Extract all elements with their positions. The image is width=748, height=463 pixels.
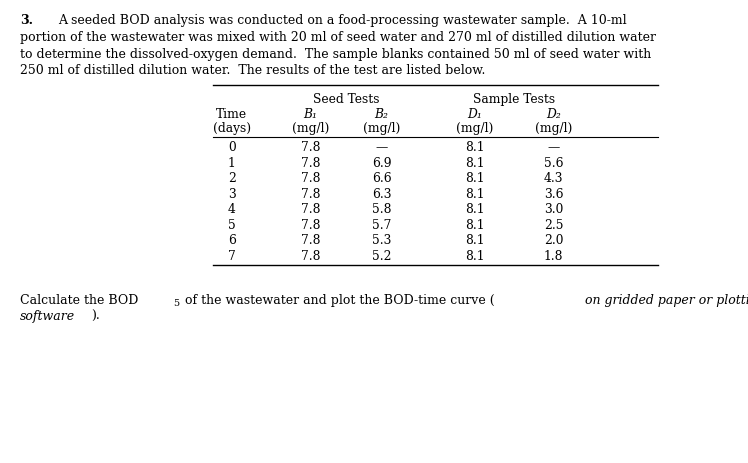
Text: 5.7: 5.7 xyxy=(372,218,391,231)
Text: (mg/l): (mg/l) xyxy=(292,121,329,134)
Text: 8.1: 8.1 xyxy=(465,234,485,247)
Text: 0: 0 xyxy=(228,141,236,154)
Text: 6.6: 6.6 xyxy=(372,172,391,185)
Text: 3.6: 3.6 xyxy=(544,187,563,200)
Text: (mg/l): (mg/l) xyxy=(535,121,572,134)
Text: 8.1: 8.1 xyxy=(465,218,485,231)
Text: 250 ml of distilled dilution water.  The results of the test are listed below.: 250 ml of distilled dilution water. The … xyxy=(20,64,485,77)
Text: (mg/l): (mg/l) xyxy=(456,121,494,134)
Text: to determine the dissolved-oxygen demand.  The sample blanks contained 50 ml of : to determine the dissolved-oxygen demand… xyxy=(20,48,652,61)
Text: 5.6: 5.6 xyxy=(544,156,563,169)
Text: ).: ). xyxy=(91,310,100,323)
Text: 5.8: 5.8 xyxy=(372,203,391,216)
Text: 5: 5 xyxy=(173,299,179,307)
Text: of the wastewater and plot the BOD-time curve (: of the wastewater and plot the BOD-time … xyxy=(181,293,494,306)
Text: —: — xyxy=(548,141,560,154)
Text: Calculate the BOD: Calculate the BOD xyxy=(20,293,138,306)
Text: 2.5: 2.5 xyxy=(544,218,563,231)
Text: 3.: 3. xyxy=(20,14,33,27)
Text: 8.1: 8.1 xyxy=(465,249,485,262)
Text: 5.2: 5.2 xyxy=(372,249,391,262)
Text: 7.8: 7.8 xyxy=(301,218,320,231)
Text: A seeded BOD analysis was conducted on a food-processing wastewater sample.  A 1: A seeded BOD analysis was conducted on a… xyxy=(58,14,627,27)
Text: 2: 2 xyxy=(228,172,236,185)
Text: on gridded paper or plotting: on gridded paper or plotting xyxy=(586,293,748,306)
Text: 5.3: 5.3 xyxy=(372,234,391,247)
Text: 3: 3 xyxy=(228,187,236,200)
Text: 5: 5 xyxy=(228,218,236,231)
Text: B₂: B₂ xyxy=(375,107,388,120)
Text: portion of the wastewater was mixed with 20 ml of seed water and 270 ml of disti: portion of the wastewater was mixed with… xyxy=(20,31,656,44)
Text: 7.8: 7.8 xyxy=(301,234,320,247)
Text: Time: Time xyxy=(216,107,248,120)
Text: Seed Tests: Seed Tests xyxy=(313,93,379,106)
Text: (days): (days) xyxy=(213,121,251,134)
Text: 6.9: 6.9 xyxy=(372,156,391,169)
Text: 6: 6 xyxy=(228,234,236,247)
Text: 4: 4 xyxy=(228,203,236,216)
Text: —: — xyxy=(375,141,387,154)
Text: 8.1: 8.1 xyxy=(465,203,485,216)
Text: 7.8: 7.8 xyxy=(301,156,320,169)
Text: (mg/l): (mg/l) xyxy=(363,121,400,134)
Text: 8.1: 8.1 xyxy=(465,156,485,169)
Text: 7.8: 7.8 xyxy=(301,187,320,200)
Text: 2.0: 2.0 xyxy=(544,234,563,247)
Text: D₂: D₂ xyxy=(546,107,561,120)
Text: 7.8: 7.8 xyxy=(301,203,320,216)
Text: 4.3: 4.3 xyxy=(544,172,563,185)
Text: 7.8: 7.8 xyxy=(301,172,320,185)
Text: 8.1: 8.1 xyxy=(465,172,485,185)
Text: 7.8: 7.8 xyxy=(301,141,320,154)
Text: Sample Tests: Sample Tests xyxy=(473,93,555,106)
Text: 6.3: 6.3 xyxy=(372,187,391,200)
Text: 7.8: 7.8 xyxy=(301,249,320,262)
Text: 3.0: 3.0 xyxy=(544,203,563,216)
Text: 1: 1 xyxy=(228,156,236,169)
Text: D₁: D₁ xyxy=(468,107,482,120)
Text: 8.1: 8.1 xyxy=(465,141,485,154)
Text: 7: 7 xyxy=(228,249,236,262)
Text: B₁: B₁ xyxy=(304,107,317,120)
Text: software: software xyxy=(20,310,75,323)
Text: 8.1: 8.1 xyxy=(465,187,485,200)
Text: 1.8: 1.8 xyxy=(544,249,563,262)
